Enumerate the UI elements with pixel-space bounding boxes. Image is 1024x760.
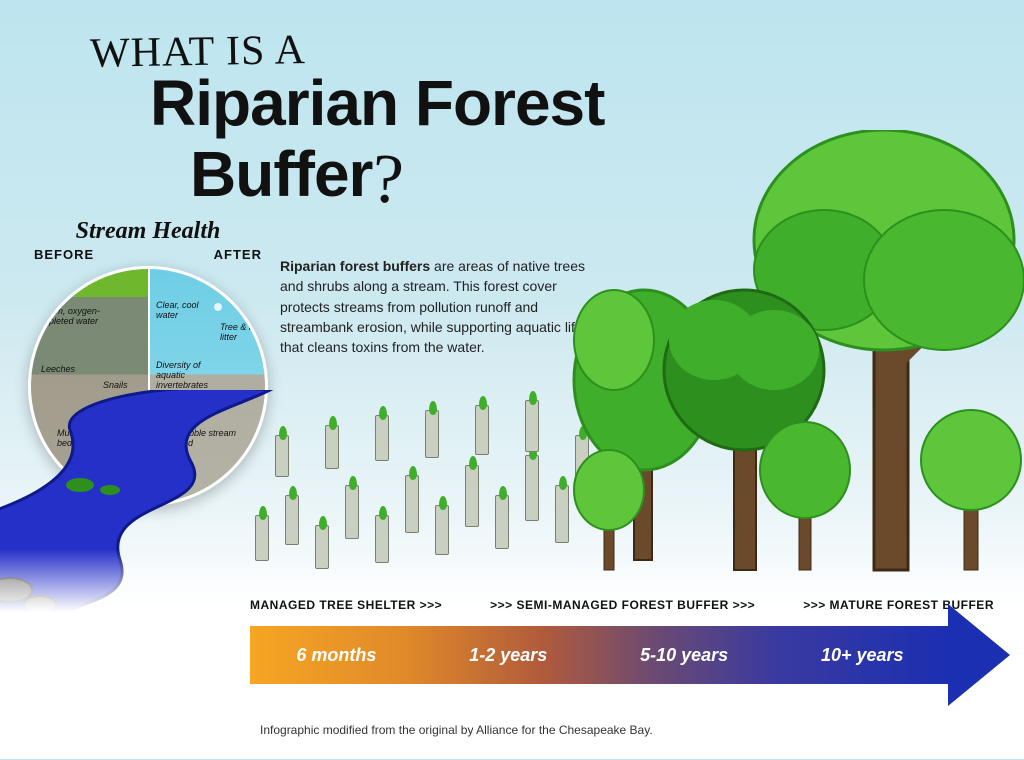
timeline-arrow: 6 months 1-2 years 5-10 years 10+ years [250,626,1010,684]
title-block: WHAT IS A Riparian Forest Buffer? [90,28,604,211]
body-lead: Riparian forest buffers [280,258,430,274]
sh-before-label: Algae [45,279,68,289]
sh-before-label: Leeches [41,365,75,375]
stream-health-heading: Stream Health [18,218,278,245]
sh-before-label: Warm, oxygen-depleted water [39,307,129,327]
title-line1: Riparian Forest [150,67,604,139]
timeline-period: 6 months [296,645,376,666]
timeline-period: 10+ years [821,645,904,666]
timeline-period: 5-10 years [640,645,728,666]
after-label: AFTER [214,247,262,262]
title-main: Riparian Forest Buffer? [150,70,604,211]
body-copy: Riparian forest buffers are areas of nat… [280,256,590,357]
stage-label: >>> SEMI-MANAGED FOREST BUFFER >>> [490,598,755,612]
stream-health-before-after-row: BEFORE AFTER [18,247,278,266]
before-label: BEFORE [34,247,94,262]
stage-label: MANAGED TREE SHELTER >>> [250,598,442,612]
credit-line: Infographic modified from the original b… [260,723,653,737]
timeline-labels: 6 months 1-2 years 5-10 years 10+ years [250,626,950,684]
timeline-arrowhead [948,604,1010,706]
title-kicker: WHAT IS A [90,26,307,78]
title-line2: Buffer [190,138,372,210]
bubbles-icon [208,277,258,327]
sh-after-label: Diversity of aquatic invertebrates [156,361,226,391]
stage-labels-row: MANAGED TREE SHELTER >>> >>> SEMI-MANAGE… [250,598,994,612]
title-qmark: ? [370,142,405,217]
sh-after-label: Clear, cool water [156,301,216,321]
timeline-period: 1-2 years [469,645,547,666]
mature-forest-illustration [564,130,1024,600]
